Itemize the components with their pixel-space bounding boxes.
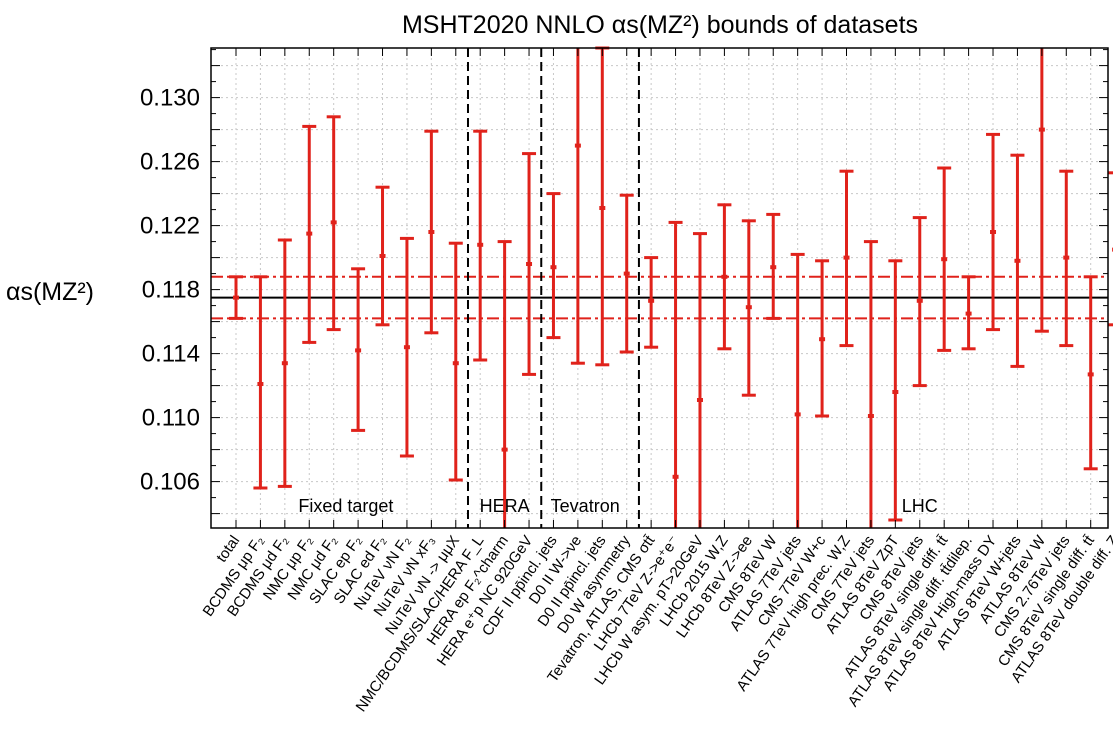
- y-tick-label: 0.118: [142, 277, 200, 304]
- region-label: HERA: [480, 496, 530, 516]
- errorbar: [229, 275, 243, 320]
- errorbar: [1059, 169, 1074, 348]
- errorbar: [351, 267, 366, 432]
- errorbar: [497, 240, 512, 528]
- errorbar: [961, 275, 976, 351]
- region-label: Tevatron: [551, 496, 620, 516]
- errorbar: [839, 169, 854, 348]
- y-tick-label: 0.106: [140, 469, 200, 496]
- plot-frame: [210, 47, 1109, 529]
- errorbar: [546, 192, 561, 340]
- region-label-layer: Fixed target HERA Tevatron LHC: [298, 496, 937, 516]
- errorbar: [277, 238, 292, 488]
- divider-layer: [466, 48, 640, 528]
- errorbar: [424, 129, 439, 335]
- errorbar: [741, 219, 756, 397]
- errorbar: [1083, 275, 1098, 471]
- errorbar: [302, 124, 317, 344]
- y-tick-label: 0.110: [142, 405, 200, 432]
- errorbar: [692, 232, 707, 528]
- y-tick-label: 0.130: [140, 85, 200, 112]
- errorbar: [863, 240, 878, 528]
- errorbar: [717, 203, 732, 351]
- region-label: Fixed target: [298, 496, 393, 516]
- errorbar: [815, 259, 830, 418]
- chart-title: MSHT2020 NNLO αs(MZ²) bounds of datasets: [402, 11, 918, 39]
- errorbar: [595, 46, 610, 367]
- y-tick-label: 0.114: [142, 341, 200, 368]
- errorbar: [790, 252, 805, 528]
- errorbar: [644, 256, 659, 349]
- errorbar: [399, 236, 414, 458]
- errorbar: [473, 129, 488, 362]
- errorbar: [937, 166, 952, 352]
- y-axis-label: αs(MZ²): [6, 278, 94, 306]
- grid-layer: [211, 48, 1108, 528]
- errorbar: [888, 259, 903, 522]
- axis-layer: 0.106 0.110 0.114 0.118 0.122 0.126 0.130: [140, 47, 1109, 529]
- errorbar: [522, 152, 537, 376]
- errorbar: [570, 48, 585, 365]
- errorbar-layer: [229, 46, 1113, 528]
- errorbar: [986, 132, 1001, 332]
- errorbar: [1108, 171, 1113, 327]
- errorbar: [1010, 153, 1025, 368]
- errorbar: [766, 212, 781, 320]
- errorbar: [326, 115, 341, 332]
- band-layer: [211, 275, 1108, 320]
- y-tick-label: 0.122: [140, 213, 200, 240]
- errorbar: [668, 220, 683, 528]
- y-tick-label: 0.126: [140, 149, 200, 176]
- errorbar: [1034, 48, 1049, 333]
- region-label: LHC: [902, 496, 938, 516]
- errorbar: [253, 275, 268, 490]
- errorbar: [448, 241, 463, 482]
- errorbar: [619, 193, 634, 354]
- errorbar: [375, 185, 390, 327]
- errorbar: [912, 216, 927, 388]
